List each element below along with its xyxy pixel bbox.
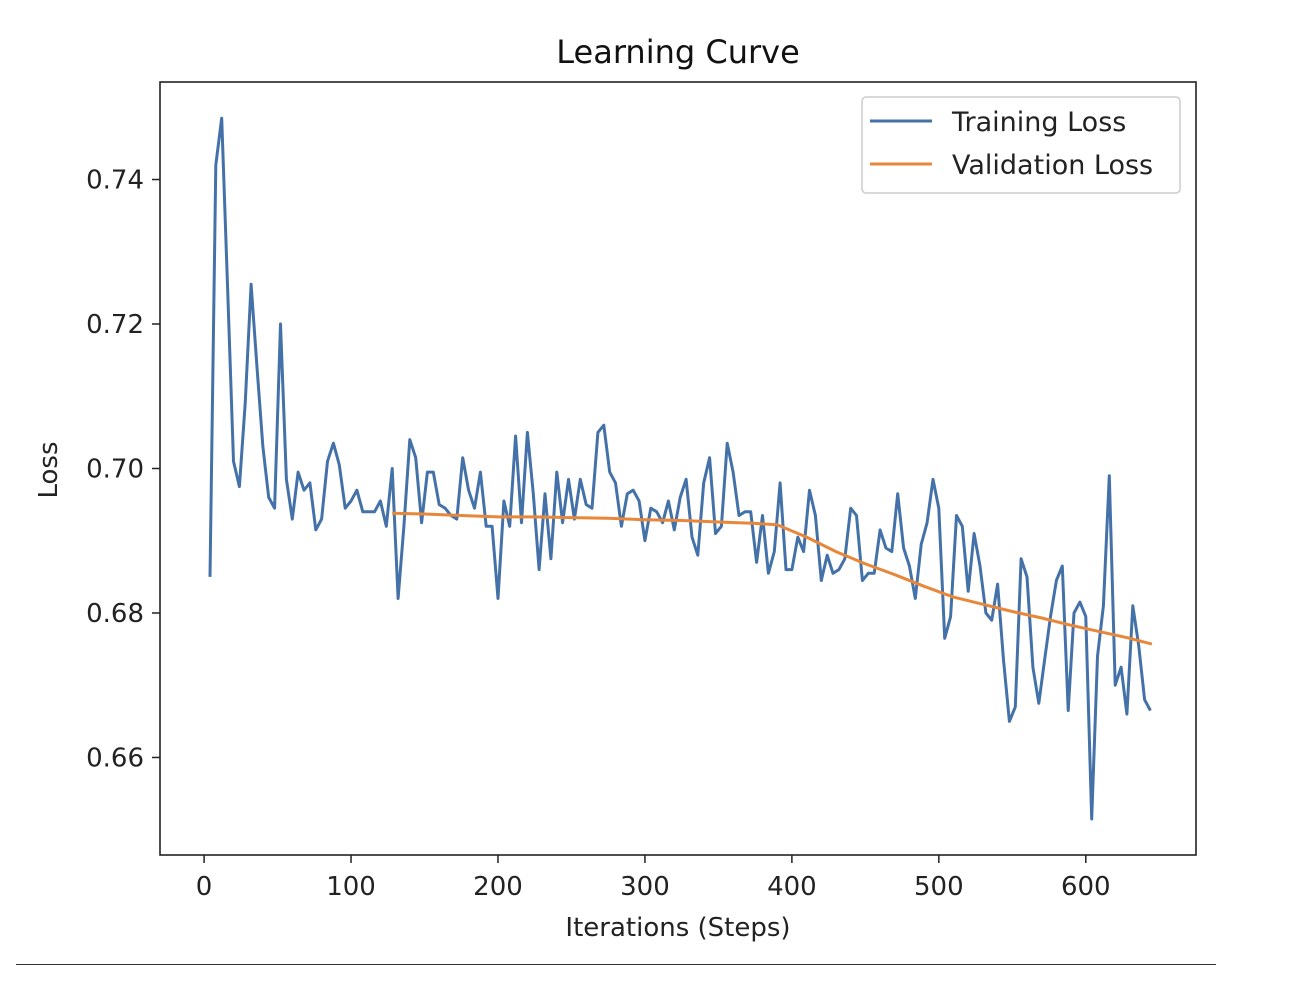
series-line-training-loss xyxy=(208,116,1152,821)
legend: Training Loss Validation Loss xyxy=(861,96,1181,194)
plot-area xyxy=(159,81,1197,856)
x-tick-label: 600 xyxy=(1061,872,1111,902)
y-axis-label: Loss xyxy=(34,441,64,498)
chart-title: Learning Curve xyxy=(556,33,800,71)
x-tick-label: 0 xyxy=(196,872,213,902)
x-tick-label: 300 xyxy=(620,872,670,902)
x-axis: 0 100 200 300 400 500 600 xyxy=(196,855,1111,902)
legend-box xyxy=(861,96,1181,194)
y-tick-label: 0.72 xyxy=(86,310,144,340)
x-tick-label: 400 xyxy=(767,872,817,902)
series-layer xyxy=(208,116,1153,821)
y-tick-label: 0.74 xyxy=(86,166,144,196)
legend-label-validation-loss: Validation Loss xyxy=(952,150,1153,181)
bottom-divider xyxy=(16,964,1216,965)
x-tick-label: 500 xyxy=(914,872,964,902)
series-line-validation-loss xyxy=(392,511,1153,646)
y-tick-label: 0.70 xyxy=(86,455,144,485)
y-tick-label: 0.68 xyxy=(86,599,144,629)
legend-label-training-loss: Training Loss xyxy=(951,107,1126,138)
y-tick-label: 0.66 xyxy=(86,743,144,773)
x-tick-label: 100 xyxy=(326,872,376,902)
x-tick-label: 200 xyxy=(473,872,523,902)
y-axis: 0.66 0.68 0.70 0.72 0.74 xyxy=(86,166,160,773)
x-axis-label: Iterations (Steps) xyxy=(565,913,790,943)
